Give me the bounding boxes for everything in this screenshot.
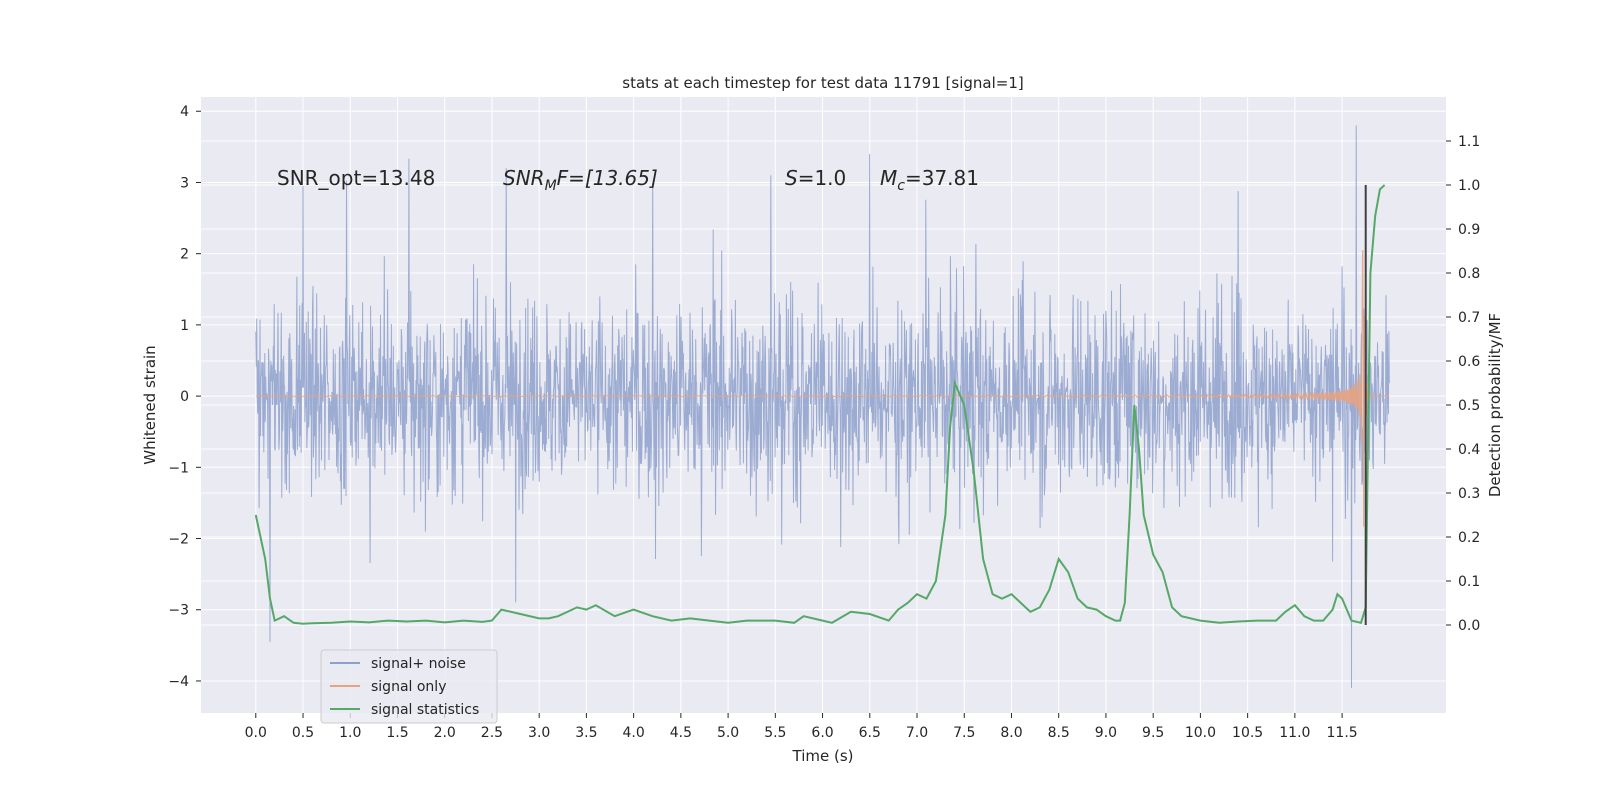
series-signal-statistics <box>254 184 1386 625</box>
series-signal-only <box>255 250 1390 527</box>
x-tick-label-9: 4.5 <box>670 725 692 741</box>
x-tick-label-18: 9.0 <box>1095 725 1117 741</box>
y2-axis-label: Detection probability/MF <box>1486 313 1504 497</box>
annotation-mc-var: M <box>880 166 897 190</box>
y-tick-label-1: −3 <box>168 603 189 619</box>
signal-only-line <box>255 250 1390 527</box>
y2-tick-label-8: 0.8 <box>1458 266 1480 282</box>
chart-title: stats at each timestep for test data 117… <box>622 74 1023 92</box>
y2-tick-label-0: 0.0 <box>1458 618 1480 634</box>
x-tick-label-14: 7.0 <box>906 725 928 741</box>
annotation-s-val: =1.0 <box>798 166 847 190</box>
x-tick-label-19: 9.5 <box>1142 725 1164 741</box>
x-tick-label-7: 3.5 <box>575 725 597 741</box>
x-tick-label-20: 10.0 <box>1185 725 1216 741</box>
x-tick-label-13: 6.5 <box>859 725 881 741</box>
y2-axis-ticks: 0.0 0.1 0.2 0.3 0.4 0.5 0.6 0.7 0.8 0.9 1.0 1.1 <box>1446 134 1480 634</box>
x-axis-ticks: 0.0 0.5 1.0 1.5 2.0 2.5 3.0 3.5 4.0 4.5 5.0 5.5 6.0 6… <box>245 713 1358 741</box>
x-tick-label-17: 8.5 <box>1048 725 1070 741</box>
x-tick-label-21: 10.5 <box>1232 725 1263 741</box>
x-tick-label-22: 11.0 <box>1279 725 1310 741</box>
y-axis-label: Whitened strain <box>141 345 159 464</box>
signal-noise-line <box>255 125 1390 689</box>
annotation-snr-mf-tail: F=[13.65] <box>557 166 658 190</box>
y2-tick-label-2: 0.2 <box>1458 530 1480 546</box>
annotation-s-var: S <box>785 166 798 190</box>
annotation-snr-mf-sub: M <box>545 178 557 194</box>
y-tick-label-8: 4 <box>180 104 189 120</box>
y-tick-label-6: 2 <box>180 247 189 263</box>
legend-label-signal-statistics: signal statistics <box>371 702 479 718</box>
x-tick-label-23: 11.5 <box>1327 725 1358 741</box>
annotation-mc: Mc=37.81 <box>880 166 979 194</box>
series-signal-noise <box>255 125 1390 689</box>
y2-tick-label-6: 0.6 <box>1458 354 1480 370</box>
x-tick-label-11: 5.5 <box>764 725 786 741</box>
legend-label-signal-noise: signal+ noise <box>371 656 466 672</box>
annotation-mc-sub: c <box>897 178 905 194</box>
x-tick-label-6: 3.0 <box>528 725 550 741</box>
y2-tick-label-9: 0.9 <box>1458 222 1480 238</box>
x-tick-label-16: 8.0 <box>1000 725 1022 741</box>
y-tick-label-7: 3 <box>180 175 189 191</box>
y2-tick-label-11: 1.1 <box>1458 134 1480 150</box>
x-tick-label-5: 2.5 <box>481 725 503 741</box>
plot-area <box>254 125 1390 689</box>
annotation-s: S=1.0 <box>785 166 846 190</box>
legend-label-signal-only: signal only <box>371 679 446 695</box>
x-axis-label: Time (s) <box>792 747 854 765</box>
annotation-snr-mf: SNRMF=[13.65] <box>503 166 658 194</box>
y-tick-label-0: −4 <box>168 674 189 690</box>
legend-box <box>320 649 498 724</box>
annotation-snr-opt: SNR_opt=13.48 <box>277 166 435 190</box>
annotation-mc-val: =37.81 <box>905 166 979 190</box>
y2-tick-label-7: 0.7 <box>1458 310 1480 326</box>
y2-tick-label-5: 0.5 <box>1458 398 1480 414</box>
x-tick-label-10: 5.0 <box>717 725 739 741</box>
y-tick-label-5: 1 <box>180 318 189 334</box>
y2-tick-label-1: 0.1 <box>1458 574 1480 590</box>
y2-tick-label-3: 0.3 <box>1458 486 1480 502</box>
x-tick-label-3: 1.5 <box>386 725 408 741</box>
x-tick-label-0: 0.0 <box>245 725 267 741</box>
x-tick-label-4: 2.0 <box>434 725 456 741</box>
y2-tick-label-4: 0.4 <box>1458 442 1480 458</box>
y2-tick-label-10: 1.0 <box>1458 178 1480 194</box>
signal-statistics-line <box>254 184 1386 625</box>
x-tick-label-1: 0.5 <box>292 725 314 741</box>
x-tick-label-15: 7.5 <box>953 725 975 741</box>
y-tick-label-4: 0 <box>180 389 189 405</box>
legend: signal+ noise signal only signal statist… <box>320 649 498 724</box>
y-tick-label-3: −1 <box>168 460 189 476</box>
annotation-snr-mf-main: SNR <box>503 166 545 190</box>
y-tick-label-2: −2 <box>168 532 189 548</box>
y-axis-ticks: −4 −3 −2 −1 0 1 2 3 4 <box>168 104 201 690</box>
x-tick-label-8: 4.0 <box>622 725 644 741</box>
x-tick-label-2: 1.0 <box>339 725 361 741</box>
x-tick-label-12: 6.0 <box>811 725 833 741</box>
